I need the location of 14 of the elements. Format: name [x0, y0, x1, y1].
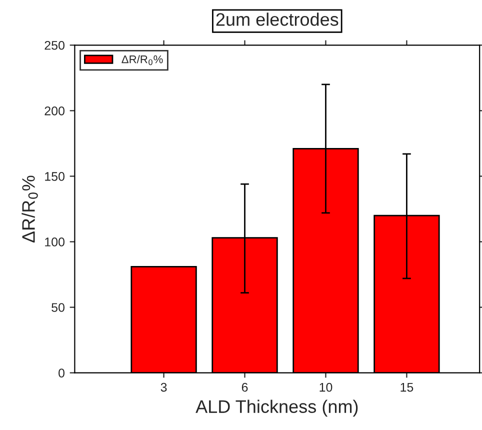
y-tick-label: 250: [44, 40, 64, 50]
legend-label: ΔR/R$_{0}$%: [122, 55, 163, 66]
x-tick-label: 15: [400, 382, 414, 392]
y-axis-title: ΔR/R$_{0}$%: [22, 176, 38, 242]
x-tick-label: 10: [320, 382, 332, 392]
x-tick-label: 6: [242, 382, 248, 392]
y-tick-label: 100: [45, 238, 64, 246]
x-tick-label: 3: [160, 382, 167, 392]
y-tick-label: 200: [44, 106, 64, 116]
y-tick-label: 150: [45, 172, 64, 181]
y-tick-label: 0: [58, 368, 64, 378]
y-tick-label: 50: [52, 303, 64, 312]
chart-title: 2um electrodes: [216, 12, 338, 26]
x-axis-title: ALD Thickness (nm): [196, 400, 358, 417]
